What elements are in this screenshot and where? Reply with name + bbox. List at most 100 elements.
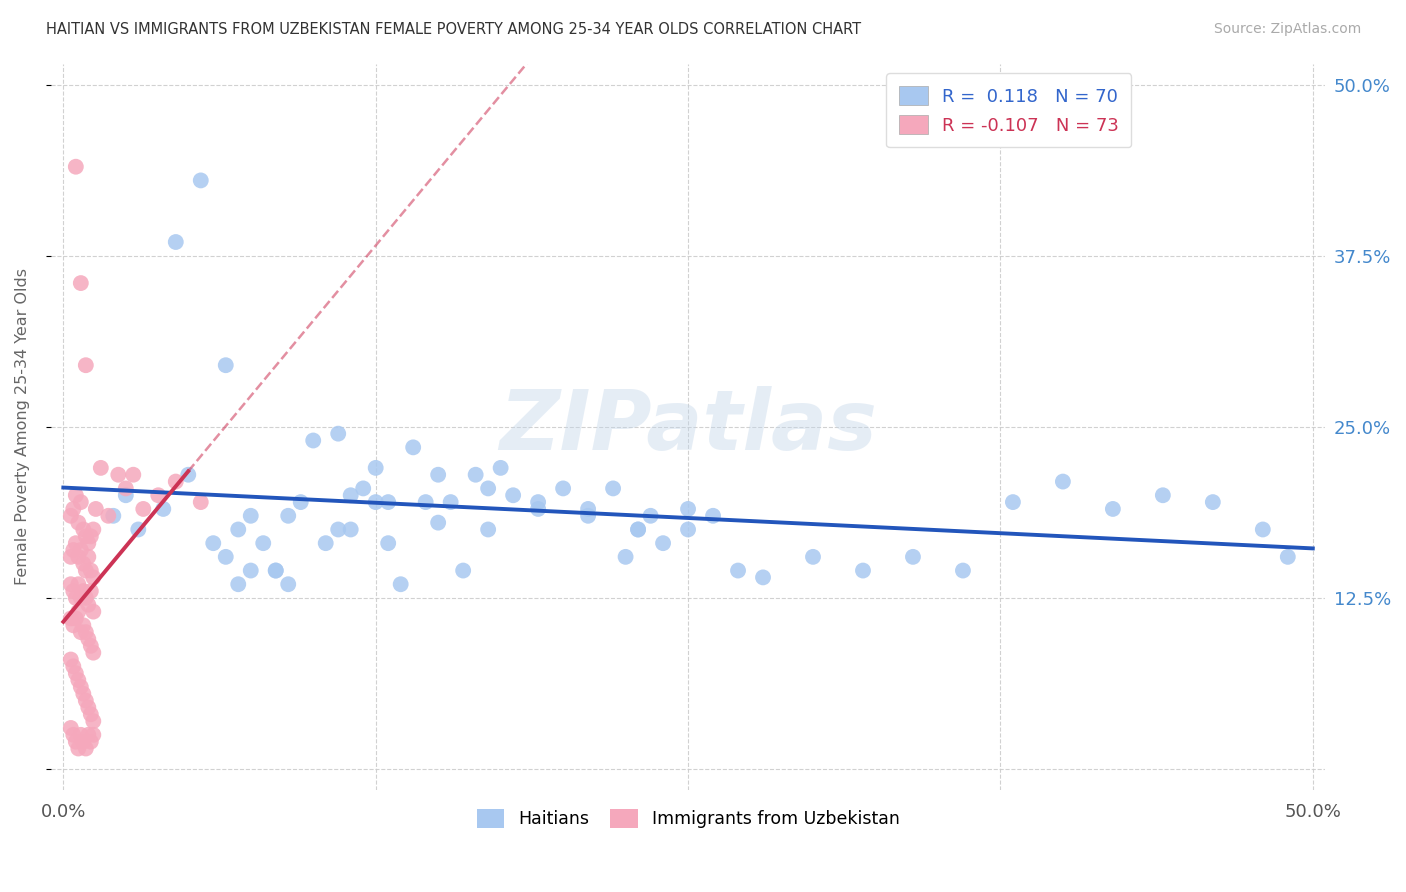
- Point: [65, 591, 87, 605]
- Point: [72, 687, 94, 701]
- Point: [402, 441, 425, 455]
- Y-axis label: Female Poverty Among 25-34 Year Olds: Female Poverty Among 25-34 Year Olds: [15, 268, 30, 585]
- Point: [364, 461, 387, 475]
- Point: [59, 549, 82, 564]
- Point: [352, 482, 374, 496]
- Point: [277, 508, 299, 523]
- Point: [80, 584, 103, 599]
- Point: [752, 570, 775, 584]
- Text: Source: ZipAtlas.com: Source: ZipAtlas.com: [1213, 22, 1361, 37]
- Point: [676, 502, 699, 516]
- Point: [427, 467, 450, 482]
- Point: [302, 434, 325, 448]
- Point: [527, 495, 550, 509]
- Point: [477, 523, 499, 537]
- Point: [165, 475, 187, 489]
- Text: HAITIAN VS IMMIGRANTS FROM UZBEKISTAN FEMALE POVERTY AMONG 25-34 YEAR OLDS CORRE: HAITIAN VS IMMIGRANTS FROM UZBEKISTAN FE…: [46, 22, 862, 37]
- Point: [215, 358, 238, 372]
- Point: [132, 502, 155, 516]
- Point: [415, 495, 437, 509]
- Point: [1052, 475, 1074, 489]
- Point: [290, 495, 312, 509]
- Point: [77, 728, 100, 742]
- Point: [252, 536, 274, 550]
- Point: [239, 508, 262, 523]
- Point: [652, 536, 675, 550]
- Point: [852, 564, 875, 578]
- Point: [72, 618, 94, 632]
- Point: [1152, 488, 1174, 502]
- Point: [77, 632, 100, 646]
- Point: [72, 584, 94, 599]
- Point: [69, 543, 91, 558]
- Point: [264, 564, 287, 578]
- Point: [75, 693, 97, 707]
- Point: [80, 639, 103, 653]
- Point: [80, 564, 103, 578]
- Point: [90, 461, 112, 475]
- Point: [1202, 495, 1225, 509]
- Point: [80, 734, 103, 748]
- Point: [82, 714, 104, 728]
- Point: [107, 467, 129, 482]
- Point: [277, 577, 299, 591]
- Point: [702, 508, 724, 523]
- Point: [440, 495, 463, 509]
- Point: [553, 482, 575, 496]
- Point: [114, 488, 136, 502]
- Point: [97, 508, 120, 523]
- Point: [59, 721, 82, 735]
- Point: [65, 666, 87, 681]
- Point: [69, 728, 91, 742]
- Point: [67, 577, 90, 591]
- Point: [62, 659, 84, 673]
- Point: [65, 536, 87, 550]
- Point: [72, 734, 94, 748]
- Point: [614, 549, 637, 564]
- Point: [801, 549, 824, 564]
- Point: [328, 523, 350, 537]
- Text: ZIPatlas: ZIPatlas: [499, 386, 877, 467]
- Point: [67, 516, 90, 530]
- Point: [1102, 502, 1125, 516]
- Point: [67, 605, 90, 619]
- Point: [315, 536, 337, 550]
- Point: [59, 611, 82, 625]
- Point: [59, 577, 82, 591]
- Point: [75, 625, 97, 640]
- Point: [527, 502, 550, 516]
- Point: [148, 488, 170, 502]
- Point: [239, 564, 262, 578]
- Point: [69, 495, 91, 509]
- Point: [627, 523, 650, 537]
- Point: [1001, 495, 1024, 509]
- Point: [264, 564, 287, 578]
- Point: [901, 549, 924, 564]
- Point: [69, 276, 91, 290]
- Point: [165, 235, 187, 249]
- Point: [122, 467, 145, 482]
- Point: [377, 536, 399, 550]
- Point: [364, 495, 387, 509]
- Point: [190, 495, 212, 509]
- Point: [114, 482, 136, 496]
- Point: [190, 173, 212, 187]
- Point: [464, 467, 486, 482]
- Point: [177, 467, 200, 482]
- Point: [72, 557, 94, 571]
- Point: [67, 741, 90, 756]
- Point: [59, 652, 82, 666]
- Point: [339, 488, 361, 502]
- Point: [489, 461, 512, 475]
- Point: [77, 549, 100, 564]
- Point: [62, 584, 84, 599]
- Point: [82, 646, 104, 660]
- Point: [676, 523, 699, 537]
- Point: [75, 529, 97, 543]
- Point: [1251, 523, 1274, 537]
- Point: [62, 502, 84, 516]
- Point: [65, 734, 87, 748]
- Point: [328, 426, 350, 441]
- Point: [127, 523, 149, 537]
- Point: [75, 741, 97, 756]
